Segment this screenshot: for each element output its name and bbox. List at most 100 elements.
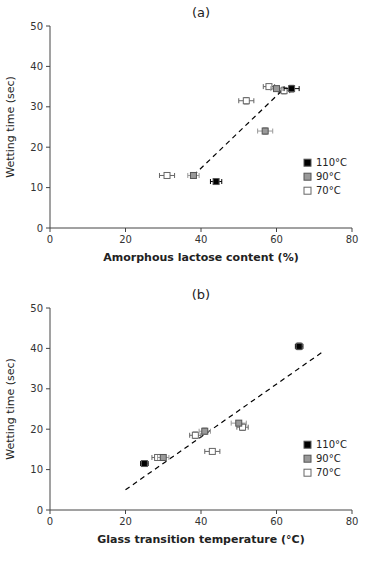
figure: (a)02040608001020304050Amorphous lactose…: [0, 0, 365, 564]
y-tick: [46, 348, 50, 349]
y-tick: [46, 106, 50, 107]
y-tick-label: 40: [30, 343, 43, 354]
title: (b): [192, 287, 210, 302]
y-tick-label: 50: [30, 303, 43, 314]
y-error-bar: [161, 455, 166, 459]
y-tick-label: 0: [37, 223, 43, 234]
x-error-bar: [239, 98, 254, 103]
error-cap: [210, 429, 211, 434]
error-cap: [210, 179, 211, 184]
x-tick: [276, 510, 277, 514]
point: [202, 428, 208, 434]
error-cap: [299, 86, 300, 91]
y-error-bar: [289, 85, 294, 91]
legend-swatch: [304, 173, 311, 180]
y-tick: [46, 469, 50, 470]
y-tick: [46, 187, 50, 188]
point: [213, 179, 219, 185]
legend: 110°C 90°C 70°C: [304, 439, 347, 478]
point: [289, 86, 295, 92]
x-error-bar: [158, 455, 169, 460]
legend-swatch: [304, 455, 311, 462]
y-tick: [46, 388, 50, 389]
error-cap: [238, 98, 239, 103]
trend-line: [193, 89, 284, 176]
y-error-bar: [142, 462, 147, 466]
y-axis-label: Wetting time (sec): [4, 358, 17, 460]
legend-label: 70°C: [316, 185, 341, 196]
error-cap: [168, 455, 169, 460]
y-tick: [46, 228, 50, 229]
legend-label: 110°C: [316, 439, 347, 450]
y-tick: [46, 429, 50, 430]
y-error-bar: [165, 173, 170, 177]
y-error-bar: [193, 432, 198, 438]
x-axis-label: Amorphous lactose content (%): [103, 251, 298, 264]
point: [262, 128, 268, 134]
error-cap: [174, 173, 175, 178]
x-error-bar: [284, 86, 299, 91]
y-tick-label: 30: [30, 383, 43, 394]
x-error-bar: [210, 179, 221, 184]
y-error-bar: [202, 428, 207, 434]
legend-swatch: [304, 441, 311, 448]
y-tick-label: 50: [30, 21, 43, 32]
error-cap: [199, 429, 200, 434]
y-axis-label: Wetting time (sec): [4, 76, 17, 178]
point: [243, 98, 249, 104]
legend-label: 90°C: [316, 453, 341, 464]
y-tick-label: 10: [30, 464, 43, 475]
legend-swatch: [304, 187, 311, 194]
y-error-bar: [236, 421, 241, 425]
x-error-bar: [258, 129, 273, 134]
error-cap: [157, 455, 158, 460]
legend: 110°C90°C70°C: [304, 157, 347, 196]
y-tick: [46, 66, 50, 67]
point: [190, 172, 196, 178]
x-tick: [50, 228, 51, 232]
x-tick: [125, 510, 126, 514]
error-cap: [189, 433, 190, 438]
y-axis: [50, 308, 51, 510]
x-error-bar: [188, 173, 199, 178]
x-tick: [352, 228, 353, 232]
plot-area: [159, 84, 299, 185]
error-cap: [284, 86, 285, 91]
x-tick: [201, 228, 202, 232]
y-tick-label: 10: [30, 182, 43, 193]
x-error-bar: [205, 449, 220, 454]
y-tick-label: 0: [37, 505, 43, 516]
point: [141, 461, 147, 467]
y-tick: [46, 147, 50, 148]
x-tick-label: 20: [119, 234, 132, 245]
error-cap: [246, 421, 247, 426]
point: [296, 343, 302, 349]
y-tick-label: 40: [30, 61, 43, 72]
x-tick-label: 80: [346, 516, 359, 527]
x-tick-label: 20: [119, 516, 132, 527]
y-tick: [46, 510, 50, 511]
x-error-bar: [159, 173, 174, 178]
x-tick-label: 40: [195, 234, 208, 245]
x-tick: [276, 228, 277, 232]
legend-label: 70°C: [316, 467, 341, 478]
point: [209, 448, 215, 454]
x-tick: [50, 510, 51, 514]
trend-line: [126, 352, 322, 489]
x-axis-label: Glass transition temperature (°C): [97, 533, 304, 546]
y-tick-label: 30: [30, 101, 43, 112]
x-tick-label: 0: [47, 516, 53, 527]
x-tick: [125, 228, 126, 232]
error-cap: [151, 455, 152, 460]
panel: (b)02040608001020304050Glass transition …: [4, 287, 358, 546]
error-stem: [157, 455, 158, 459]
x-tick-label: 0: [47, 234, 53, 245]
error-cap: [219, 449, 220, 454]
error-cap: [257, 129, 258, 134]
error-cap: [159, 173, 160, 178]
error-cap: [204, 449, 205, 454]
y-error-bar: [191, 173, 196, 177]
error-cap: [221, 179, 222, 184]
y-error-bar: [214, 180, 219, 184]
x-error-bar: [141, 461, 149, 466]
